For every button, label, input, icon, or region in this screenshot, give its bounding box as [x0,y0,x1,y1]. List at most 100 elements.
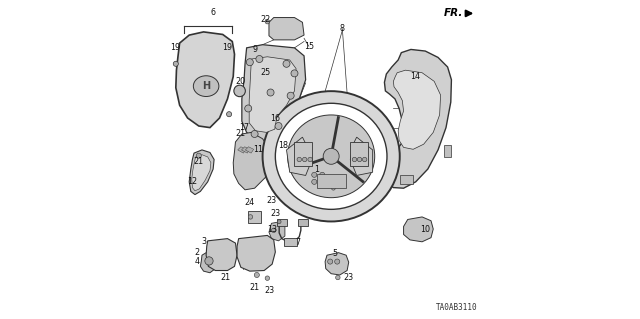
Circle shape [173,61,179,66]
Text: 23: 23 [266,197,276,205]
Circle shape [246,59,253,66]
Text: 6: 6 [211,8,216,17]
Text: FR.: FR. [444,8,463,19]
Polygon shape [269,222,285,241]
Text: 23: 23 [264,286,274,295]
Ellipse shape [262,91,400,221]
Circle shape [277,220,281,224]
Polygon shape [200,250,218,273]
Text: 4: 4 [195,257,200,266]
Circle shape [352,157,356,162]
Text: 14: 14 [410,72,420,81]
Bar [298,219,308,226]
Ellipse shape [275,103,387,209]
Circle shape [312,179,317,184]
Polygon shape [192,155,211,191]
Text: 19: 19 [223,43,232,52]
Circle shape [320,179,324,184]
Circle shape [291,70,298,77]
Circle shape [248,215,253,219]
Circle shape [328,259,333,264]
Text: 5: 5 [333,249,338,258]
Circle shape [308,157,312,162]
Polygon shape [237,147,246,153]
Polygon shape [307,167,335,194]
Text: 8: 8 [340,24,345,33]
Circle shape [256,56,263,63]
Bar [294,142,312,166]
Text: 21: 21 [250,283,260,292]
Polygon shape [350,137,372,175]
Text: H: H [202,81,210,91]
Text: 18: 18 [278,141,288,150]
Text: 7: 7 [295,238,300,247]
Text: 21: 21 [236,129,246,138]
Bar [400,175,413,184]
Circle shape [287,92,294,99]
Bar [317,174,346,188]
Circle shape [227,112,232,117]
Circle shape [283,60,290,67]
Polygon shape [233,132,272,190]
Polygon shape [176,32,234,128]
Ellipse shape [287,115,374,198]
Circle shape [312,172,317,177]
Text: 19: 19 [170,43,180,52]
Circle shape [265,19,269,24]
Text: 10: 10 [420,225,430,234]
Polygon shape [241,147,250,153]
Polygon shape [237,235,275,271]
Ellipse shape [193,76,219,96]
Text: 17: 17 [239,123,249,132]
Text: 13: 13 [267,225,277,234]
Circle shape [357,157,362,162]
Circle shape [332,186,335,190]
Polygon shape [245,147,253,153]
Circle shape [303,157,307,162]
Circle shape [362,157,367,162]
Polygon shape [325,253,349,275]
Text: 21: 21 [193,157,204,166]
Text: 2: 2 [195,248,200,256]
Text: 15: 15 [304,42,314,51]
Polygon shape [206,239,237,271]
Bar [284,238,297,246]
Text: 22: 22 [260,15,271,24]
Circle shape [275,122,282,130]
Polygon shape [383,49,451,188]
Circle shape [320,172,324,177]
Circle shape [265,276,269,280]
Polygon shape [404,217,433,242]
Text: 21: 21 [220,273,230,282]
Text: 3: 3 [201,237,206,246]
Circle shape [254,272,259,278]
Circle shape [267,89,274,96]
Text: 20: 20 [236,77,246,86]
Bar [277,219,287,226]
Bar [248,211,261,223]
Text: 16: 16 [270,114,280,122]
Text: 9: 9 [253,45,258,54]
Text: 1: 1 [314,165,319,174]
Text: 25: 25 [260,68,271,77]
Bar [350,142,368,166]
Circle shape [271,228,276,233]
Circle shape [297,157,301,162]
Polygon shape [287,137,312,175]
Circle shape [323,148,339,164]
Text: 23: 23 [270,209,280,218]
Polygon shape [242,45,306,142]
Circle shape [205,257,213,265]
Polygon shape [249,57,296,132]
Polygon shape [394,70,440,149]
Bar [444,145,451,157]
Circle shape [196,153,202,158]
Polygon shape [269,18,304,40]
Circle shape [251,130,258,137]
Text: 11: 11 [253,145,263,154]
Circle shape [234,85,245,97]
Text: 24: 24 [244,198,255,207]
Text: 23: 23 [344,273,354,282]
Circle shape [244,105,252,112]
Circle shape [335,259,340,264]
